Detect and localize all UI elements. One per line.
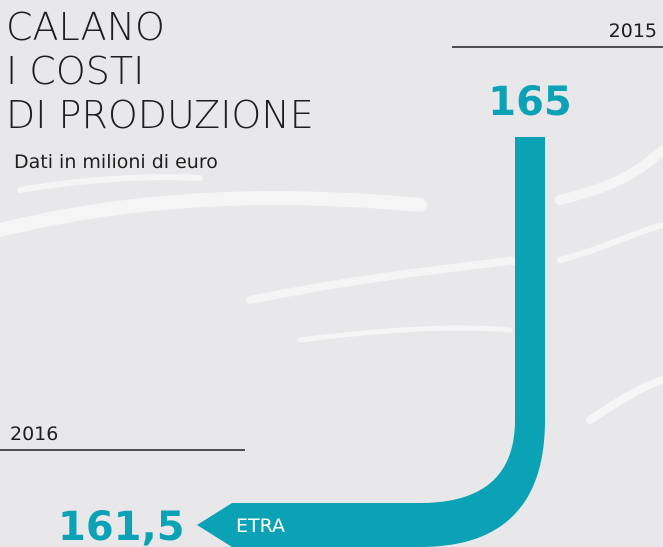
arrow-label: ETRA [236,515,285,537]
flow-arrow [197,137,545,547]
value-label: 165 [488,79,572,125]
value-label: 161,5 [58,504,185,547]
year-label: 2015 [609,20,657,42]
title-line: CALANO [6,5,165,49]
title-line: I COSTI [6,49,144,93]
title-line: DI PRODUZIONE [6,93,314,137]
branch-texture [0,145,663,424]
year-label: 2016 [10,423,58,445]
subtitle: Dati in milioni di euro [14,151,218,173]
